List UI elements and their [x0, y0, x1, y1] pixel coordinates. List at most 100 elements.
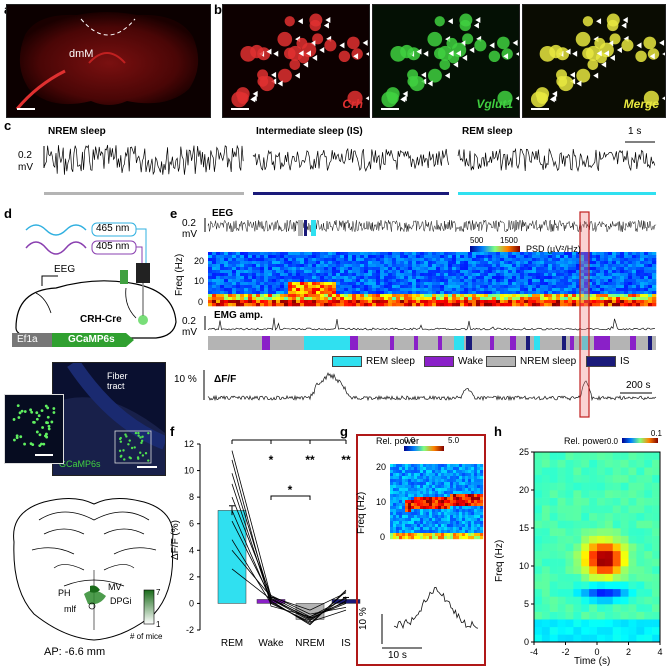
cell — [433, 47, 446, 60]
panel-letter-d: d — [4, 206, 12, 221]
arrowhead — [271, 71, 277, 78]
f-significance: ** — [305, 453, 315, 467]
cell — [347, 36, 360, 50]
h-ytick-label: 25 — [519, 447, 529, 457]
vglut1-label: Vglut1 — [476, 97, 513, 111]
h-xtick-label: -4 — [530, 647, 538, 657]
f-ytick-label: 2 — [189, 572, 194, 582]
h-xtick-label: -2 — [561, 647, 569, 657]
cell — [451, 42, 467, 58]
h-colorbar-max: 0.1 — [651, 429, 663, 438]
arrowhead — [444, 72, 450, 79]
f-xtick-label: IS — [341, 638, 351, 649]
is-title: Intermediate sleep (IS) — [256, 126, 363, 137]
g-colorbar-label: Rel. power — [376, 436, 420, 446]
arrowhead — [305, 50, 311, 57]
micrograph-merge: Merge — [522, 4, 666, 118]
arrowhead — [662, 52, 665, 56]
arrowhead — [616, 46, 622, 53]
f-xtick-label: NREM — [295, 638, 324, 649]
panel-letter-f: f — [170, 424, 175, 439]
f-xtick-label: REM — [221, 638, 243, 649]
cell — [428, 68, 442, 83]
merge-cells — [530, 13, 665, 110]
cell — [324, 39, 337, 52]
nrem-marker — [298, 220, 303, 236]
cell — [277, 31, 293, 47]
e-emg-scale-value: 0.2 — [182, 316, 196, 327]
arrowhead — [608, 40, 614, 47]
f-xtick-label: Wake — [258, 638, 284, 649]
arrowhead — [596, 50, 602, 57]
cell — [582, 47, 594, 60]
f-bar-rem — [217, 510, 247, 604]
spectrogram — [208, 252, 657, 307]
fiber-tract-label: Fiber tract — [107, 371, 128, 391]
arrowhead — [596, 18, 602, 25]
gcamp6s-box — [52, 333, 134, 347]
h-xtick-label: 4 — [657, 647, 662, 657]
merge-label: Merge — [623, 97, 659, 111]
cell — [250, 44, 264, 59]
c-scale-mv-value: 0.2 — [18, 150, 32, 161]
h-ytick-label: 0 — [524, 637, 529, 647]
arrowhead — [294, 72, 300, 79]
arrowhead — [297, 18, 303, 25]
mouse-count-colorbar — [143, 589, 155, 625]
g-time-scale: 10 s — [388, 650, 407, 661]
cell — [474, 39, 487, 52]
crh-cells — [231, 13, 369, 110]
arrowhead — [603, 50, 609, 57]
arrowhead — [475, 17, 481, 24]
arrowhead — [273, 50, 279, 57]
brain-section-image: dmM — [6, 4, 211, 118]
arrowhead — [621, 22, 627, 29]
e-dff-scale: 10 % — [174, 374, 197, 385]
arrowhead — [661, 96, 665, 101]
h-colorbar-label: Rel. power — [564, 436, 608, 446]
ap-label: AP: -6.6 mm — [44, 646, 106, 658]
eeg-title-e: EEG — [212, 208, 234, 219]
e-eeg-scale-unit: mV — [182, 229, 197, 240]
e-emg-scale-unit: mV — [182, 327, 197, 338]
panel-letter-c: c — [4, 118, 12, 133]
mouse-schematic — [12, 222, 177, 347]
cell — [259, 75, 275, 92]
cell — [434, 16, 445, 27]
psd-label: PSD (µV²/Hz) — [526, 244, 581, 254]
brainstem-atlas — [13, 498, 174, 641]
arrowhead — [319, 46, 325, 53]
is-eeg-trace — [252, 147, 449, 172]
arrowhead — [515, 96, 519, 101]
panel-g-frame — [356, 434, 486, 666]
arrowhead — [512, 39, 518, 46]
h-colorbar — [622, 438, 658, 443]
g-colorbar-tick-min: 0.0 — [404, 436, 416, 445]
psd-tick-1500: 1500 — [500, 236, 518, 245]
hypnogram — [208, 336, 656, 350]
arrowhead — [401, 95, 407, 102]
emg-title: EMG amp. — [214, 310, 263, 321]
cell — [400, 44, 414, 59]
freq-tick-20: 20 — [194, 256, 205, 266]
arrowhead — [402, 90, 408, 97]
freq-tick-10: 10 — [194, 276, 205, 286]
atlas-mlf-label: mlf — [64, 604, 76, 614]
arrowhead — [277, 80, 283, 87]
e-eeg-scale-value: 0.2 — [182, 218, 196, 229]
f-ylabel: ΔF/F (%) — [170, 519, 181, 560]
cell — [576, 68, 591, 83]
histology-inset — [4, 394, 64, 464]
cell — [427, 31, 443, 47]
mouse-count-max: 7 — [156, 588, 161, 597]
panel-g-drawing — [381, 446, 484, 649]
h-ytick-label: 5 — [524, 599, 529, 609]
rem-title: REM sleep — [462, 126, 513, 137]
arrowhead — [416, 48, 422, 55]
cell — [647, 48, 660, 60]
f-significance: * — [288, 483, 293, 497]
panel-letter-h: h — [494, 424, 502, 439]
arrowhead — [448, 50, 454, 57]
cell — [643, 90, 659, 106]
micrograph-vglut1: Vglut1 — [372, 4, 520, 118]
